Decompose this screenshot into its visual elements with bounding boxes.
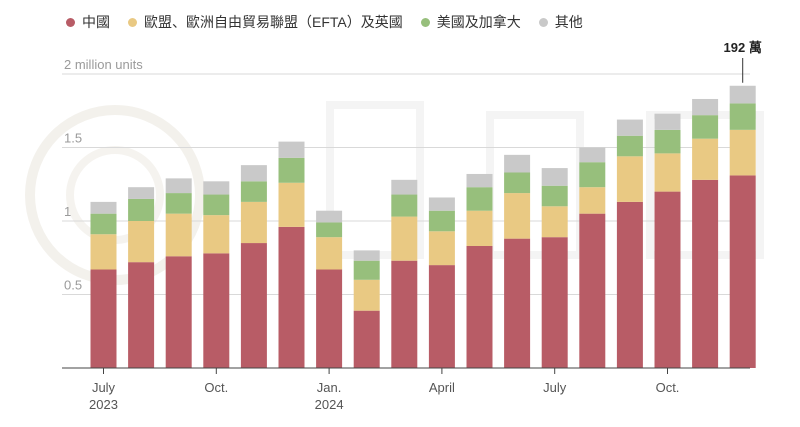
y-tick-label: 1 <box>64 204 71 219</box>
legend-label-china: 中國 <box>82 14 110 30</box>
bar-segment-us-canada <box>504 172 531 194</box>
bar-segment-china <box>90 269 117 368</box>
bar-segment-other <box>203 181 230 195</box>
bar-segment-eu <box>278 182 305 227</box>
bar-segment-eu <box>579 187 606 214</box>
bar-segment-china <box>616 201 643 368</box>
bar-segment-eu <box>504 193 531 239</box>
bar-segment-china <box>654 191 681 368</box>
bar-segment-eu <box>128 221 155 263</box>
bar-segment-china <box>729 175 756 368</box>
bar-segment-china <box>278 226 305 368</box>
bar-segment-china <box>203 253 230 368</box>
bar-segment-us-canada <box>240 181 267 202</box>
bar-segment-eu <box>616 156 643 202</box>
bar-segment-other <box>428 197 455 211</box>
legend-label-other: 其他 <box>554 14 583 30</box>
bar-segment-eu <box>692 138 719 180</box>
bar-segment-eu <box>541 206 568 238</box>
bar-segment-us-canada <box>128 198 155 221</box>
bar-segment-china <box>165 256 192 368</box>
bar-segment-other <box>466 173 493 188</box>
bar-segment-eu <box>353 279 380 311</box>
bar-segment-other <box>729 85 756 104</box>
x-tick-label: Oct. <box>656 380 680 395</box>
bar-segment-china <box>428 265 455 368</box>
bar-segment-eu <box>654 153 681 192</box>
bar-segment-us-canada <box>353 260 380 280</box>
legend-swatch-china <box>66 17 75 27</box>
bar-segment-eu <box>240 201 267 244</box>
bar-segment-eu <box>90 234 117 270</box>
legend-item-other: 其他 <box>538 12 583 32</box>
y-tick-label: 2 million units <box>64 57 143 72</box>
annotation-label: 192 萬 <box>724 40 762 55</box>
x-tick-year-label: 2023 <box>89 397 118 412</box>
y-tick-label: 1.5 <box>64 131 82 146</box>
bar-segment-other <box>353 250 380 261</box>
legend-item-eu: 歐盟、歐洲自由貿易聯盟（EFTA）及英國 <box>128 12 403 32</box>
bar-segment-us-canada <box>278 157 305 183</box>
bar-segment-us-canada <box>541 185 568 207</box>
bar-segment-eu <box>466 210 493 246</box>
bar-segment-other <box>504 154 531 173</box>
bar-segment-us-canada <box>616 135 643 157</box>
bar-segment-eu <box>316 237 343 270</box>
bar-segment-us-canada <box>90 213 117 235</box>
bar-segment-china <box>316 269 343 368</box>
bar-segment-other <box>278 141 305 158</box>
bar-segment-china <box>240 243 267 368</box>
legend-label-eu: 歐盟、歐洲自由貿易聯盟（EFTA）及英國 <box>144 14 403 30</box>
bar-segment-china <box>466 245 493 368</box>
bar-segment-other <box>165 178 192 194</box>
bar-segment-us-canada <box>579 162 606 188</box>
bar-segment-eu <box>391 216 418 261</box>
bar-segment-other <box>316 210 343 223</box>
bar-segment-us-canada <box>316 222 343 238</box>
bar-segment-china <box>579 213 606 368</box>
y-tick-label: 0.5 <box>64 278 82 293</box>
bar-segment-other <box>128 187 155 199</box>
bar-segment-us-canada <box>165 193 192 214</box>
bar-segment-eu <box>165 213 192 257</box>
bar-segment-other <box>579 147 606 163</box>
legend-item-us-canada: 美國及加拿大 <box>420 12 521 32</box>
bar-segment-eu <box>203 215 230 254</box>
legend-swatch-other <box>538 17 548 27</box>
x-tick-year-label: 2024 <box>315 397 344 412</box>
legend-label-us-canada: 美國及加拿大 <box>436 14 521 30</box>
bar-segment-other <box>541 168 568 186</box>
legend-item-china: 中國 <box>66 12 110 32</box>
bar-segment-china <box>692 179 719 368</box>
bar-segment-eu <box>428 231 455 266</box>
bar-segment-us-canada <box>692 115 719 139</box>
x-tick-label: July <box>543 380 567 395</box>
bar-segment-us-canada <box>391 194 418 217</box>
bar-segment-other <box>692 98 719 116</box>
bar-segment-us-canada <box>466 187 493 211</box>
bar-segment-us-canada <box>654 129 681 154</box>
bar-segment-us-canada <box>428 210 455 232</box>
x-tick-label: Oct. <box>204 380 228 395</box>
x-tick-label: Jan. <box>317 380 342 395</box>
x-tick-label: April <box>429 380 455 395</box>
bar-segment-china <box>541 237 568 368</box>
legend-swatch-us-canada <box>420 17 430 27</box>
bar-segment-other <box>616 119 643 136</box>
bar-segment-china <box>128 262 155 368</box>
bar-segment-china <box>504 238 531 368</box>
chart-legend: 中國 歐盟、歐洲自由貿易聯盟（EFTA）及英國 美國及加拿大 其他 <box>66 12 583 32</box>
bar-segment-eu <box>729 129 756 176</box>
legend-swatch-eu <box>128 17 137 27</box>
bar-segment-other <box>240 165 267 182</box>
bar-segment-china <box>391 260 418 368</box>
x-tick-label: July <box>92 380 116 395</box>
bar-segment-us-canada <box>729 103 756 130</box>
bar-segment-other <box>90 201 117 214</box>
bar-segment-us-canada <box>203 194 230 216</box>
bar-segment-china <box>353 310 380 368</box>
bar-segment-other <box>654 113 681 130</box>
bar-segment-other <box>391 179 418 195</box>
